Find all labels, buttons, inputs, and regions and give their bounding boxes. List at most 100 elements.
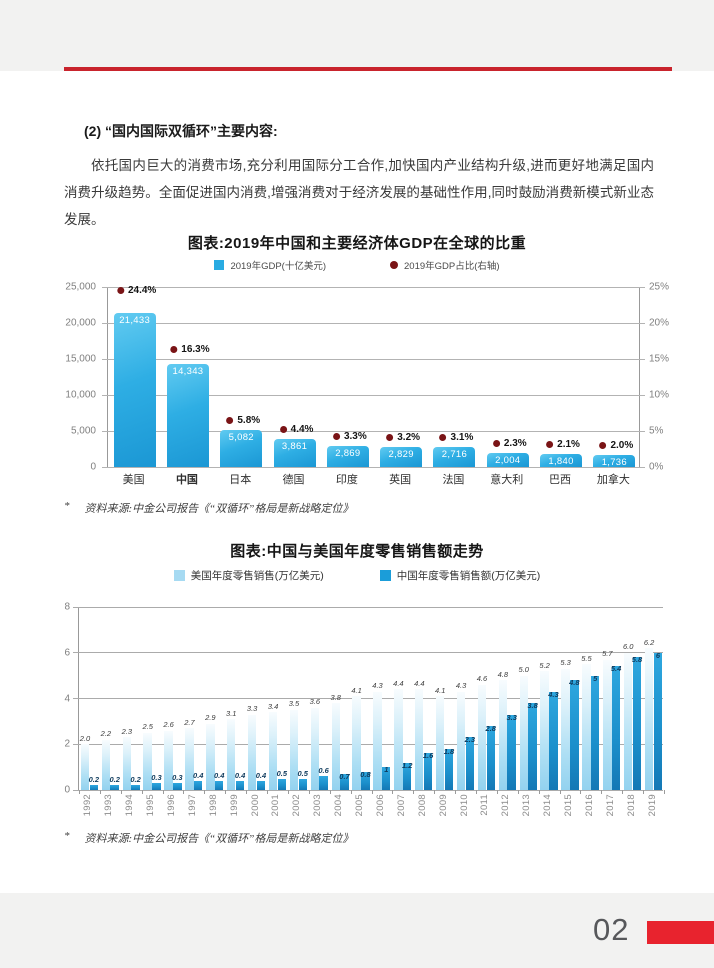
cn-value-label: 0.3 (151, 773, 162, 783)
cn-bar (382, 767, 391, 790)
cn-value-label: 3.8 (527, 701, 538, 711)
cn-value-label: 0.7 (339, 772, 350, 781)
us-value-label: 4.1 (351, 685, 362, 695)
category-label: 日本 (229, 474, 252, 486)
cn-bar (319, 776, 328, 790)
us-value-label: 2.0 (79, 733, 91, 743)
us-value-label: 4.1 (434, 685, 446, 695)
x-axis-tick (246, 790, 248, 794)
pct-label-group: 2.0% (599, 440, 633, 451)
legend-item-cn-retail: 中国年度零售销售额(万亿美元) (379, 568, 540, 583)
us-bar (352, 696, 361, 790)
category-label: 英国 (389, 474, 412, 486)
x-axis-tick (162, 790, 164, 794)
us-legend-swatch (173, 570, 185, 581)
cn-value-label: 2.3 (464, 735, 476, 745)
bar-value-label: 2,869 (335, 448, 361, 460)
year-label: 2007 (395, 794, 407, 817)
left-axis-tick-label: 0 (90, 461, 96, 473)
gridline (102, 322, 645, 324)
us-bar (331, 703, 340, 790)
cn-value-label: 5.4 (610, 664, 622, 674)
us-value-label: 4.3 (372, 681, 383, 691)
x-axis-tick (413, 790, 415, 794)
x-axis-tick (664, 790, 665, 794)
us-value-label: 3.6 (309, 697, 321, 707)
pct-label: 5.8% (237, 415, 261, 427)
year-label: 2001 (270, 794, 282, 817)
us-value-label: 4.4 (414, 678, 425, 688)
cn-bar (507, 714, 516, 790)
us-value-label: 2.3 (121, 726, 132, 736)
source-bullet: * (64, 500, 70, 512)
cn-bar (528, 703, 537, 790)
bar-value-label: 1,736 (601, 456, 627, 468)
pct-label-group: 3.2% (386, 432, 420, 443)
year-label: 2018 (625, 794, 637, 817)
us-value-label: 4.6 (476, 674, 488, 684)
cn-value-label: 0.2 (88, 775, 100, 785)
year-label: 2017 (604, 794, 616, 817)
us-value-label: 4.8 (497, 669, 509, 679)
gdp-pct-legend-label: 2019年GDP占比(右轴) (404, 261, 500, 272)
year-label: 2009 (437, 794, 449, 817)
year-label: 1993 (103, 794, 115, 817)
us-bar (415, 689, 424, 790)
gridline (73, 652, 663, 654)
us-value-label: 5.7 (602, 649, 613, 659)
year-label: 2016 (583, 794, 595, 817)
bottom-margin-band (0, 893, 714, 968)
us-bar (289, 709, 299, 790)
left-axis-tick-label: 4 (64, 693, 70, 704)
pct-label: 4.4% (290, 424, 314, 436)
us-bar (477, 684, 487, 790)
gdp-bar: 5,082 (220, 430, 263, 467)
gridline (73, 743, 663, 745)
pct-dot (226, 417, 234, 425)
category-label: 法国 (442, 474, 465, 486)
cn-value-label: 0.2 (109, 775, 120, 785)
year-label: 1995 (145, 794, 157, 817)
us-value-label: 5.3 (560, 658, 571, 668)
left-axis-tick-label: 6 (64, 647, 70, 659)
x-axis-tick (350, 790, 352, 794)
x-axis-tick (517, 790, 519, 794)
pct-label-group: 3.1% (439, 432, 473, 443)
left-axis-tick-label: 25,000 (65, 281, 96, 293)
pct-label: 2.3% (503, 437, 527, 449)
us-bar (582, 664, 591, 790)
retail-chart-title: 图表:中国与美国年度零售销售额走势 (230, 543, 484, 560)
x-axis-tick (267, 790, 269, 794)
us-bar (122, 737, 131, 790)
cn-bar (632, 657, 642, 790)
gdp-bar: 21,433 (113, 312, 156, 467)
pct-label-group: 2.1% (546, 439, 580, 450)
left-axis-tick-label: 0 (64, 784, 70, 796)
left-axis-tick-label: 5,000 (70, 425, 96, 437)
gdp-bar: 14,343 (166, 363, 209, 467)
left-axis-tick-label: 15,000 (65, 353, 96, 365)
cn-bar (444, 748, 454, 790)
category-label: 意大利 (490, 474, 524, 486)
pct-dot (546, 440, 554, 448)
cn-value-label: 0.3 (172, 773, 183, 783)
year-label: 2003 (312, 794, 324, 817)
gdp-bar: 3,861 (273, 439, 316, 467)
bar-value-label: 2,004 (495, 454, 521, 466)
pct-dot (279, 426, 287, 434)
us-value-label: 5.0 (518, 665, 529, 675)
gdp-chart-title: 图表:2019年中国和主要经济体GDP在全球的比重 (187, 235, 527, 252)
us-value-label: 6.2 (643, 637, 655, 647)
right-axis-tick-label: 20% (649, 317, 670, 329)
cn-bar (152, 783, 161, 790)
gridline (73, 698, 663, 699)
cn-value-label: 0.8 (360, 769, 371, 779)
us-bar (268, 712, 278, 790)
us-bar (394, 689, 403, 790)
gdp-chart-legend: 2019年GDP(十亿美元) 2019年GDP占比(右轴) (0, 258, 714, 272)
gdp-bar: 2,829 (380, 446, 423, 467)
gdp-bar: 2,004 (486, 452, 529, 467)
year-label: 2019 (646, 794, 658, 817)
legend-item-gdp-share: 2019年GDP占比(右轴) (390, 258, 500, 272)
